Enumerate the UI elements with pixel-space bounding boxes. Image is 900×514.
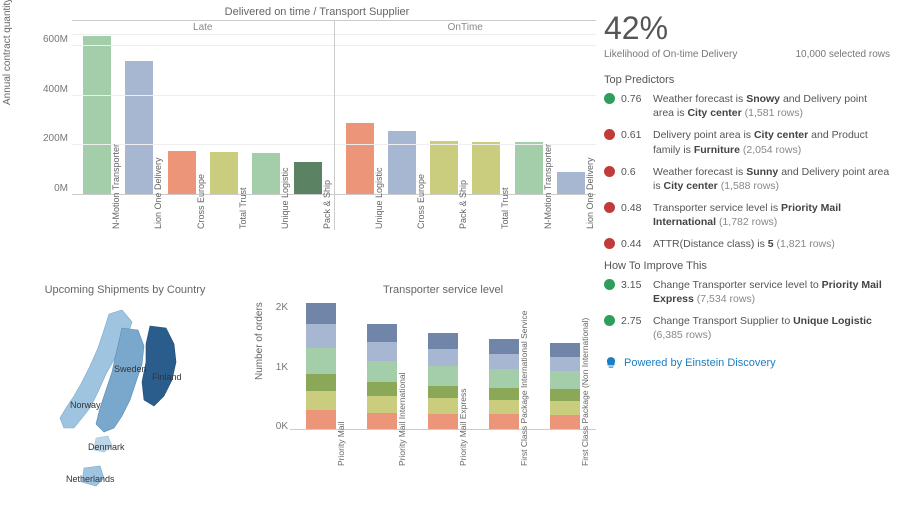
- y-axis-label: Annual contract quantity: [2, 0, 13, 105]
- predictor-row[interactable]: 3.15Change Transporter service level to …: [604, 278, 890, 306]
- improve-heading: How To Improve This: [604, 260, 890, 272]
- predictor-row[interactable]: 0.76Weather forecast is Snowy and Delive…: [604, 92, 890, 120]
- bar[interactable]: [125, 61, 153, 194]
- panel-ontime: OnTimeUnique LogisticCross EuropePack & …: [334, 21, 597, 230]
- einstein-icon: [604, 356, 618, 370]
- map-title: Upcoming Shipments by Country: [4, 284, 246, 296]
- bar[interactable]: [346, 123, 374, 194]
- bar[interactable]: [430, 141, 458, 194]
- prediction-panel: 42% Likelihood of On-time Delivery 10,00…: [600, 0, 900, 514]
- panel-late: LateN-Motion TransporterLion One Deliver…: [72, 21, 334, 230]
- stack-col[interactable]: [489, 339, 519, 430]
- powered-by[interactable]: Powered by Einstein Discovery: [604, 356, 890, 370]
- bar[interactable]: [294, 162, 322, 194]
- bar[interactable]: [252, 153, 280, 194]
- stacked-bar-chart: Transporter service level Number of orde…: [250, 280, 600, 514]
- stack-col[interactable]: [550, 343, 580, 429]
- likelihood-percent: 42%: [604, 10, 890, 47]
- up-icon: [604, 93, 615, 104]
- bar[interactable]: [515, 142, 543, 194]
- stack-col[interactable]: [367, 324, 397, 429]
- label-finland: Finland: [152, 372, 182, 382]
- main-chart-title: Delivered on time / Transport Supplier: [38, 6, 596, 18]
- bar[interactable]: [168, 151, 196, 194]
- predictor-row[interactable]: 0.6Weather forecast is Sunny and Deliver…: [604, 165, 890, 193]
- predictor-row[interactable]: 0.48Transporter service level is Priorit…: [604, 201, 890, 229]
- stack-col[interactable]: [428, 333, 458, 429]
- stack-title: Transporter service level: [290, 284, 596, 296]
- map-panel: Upcoming Shipments by Country Sweden Fin…: [0, 280, 250, 514]
- down-icon: [604, 238, 615, 249]
- bar[interactable]: [210, 152, 238, 194]
- stack-col[interactable]: [306, 303, 336, 430]
- bar[interactable]: [557, 172, 585, 194]
- stack-y-label: Number of orders: [254, 302, 265, 380]
- down-icon: [604, 166, 615, 177]
- down-icon: [604, 202, 615, 213]
- down-icon: [604, 129, 615, 140]
- main-bar-chart: Delivered on time / Transport Supplier A…: [0, 0, 600, 280]
- y-axis-ticks: 600M400M200M0M: [38, 34, 72, 194]
- up-icon: [604, 279, 615, 290]
- country-finland[interactable]: [142, 326, 176, 406]
- predictor-row[interactable]: 2.75Change Transport Supplier to Unique …: [604, 314, 890, 342]
- bar[interactable]: [472, 142, 500, 194]
- label-denmark: Denmark: [88, 442, 125, 452]
- nordic-map: Sweden Finland Norway Denmark Netherland…: [4, 300, 244, 500]
- predictor-row[interactable]: 0.44ATTR(Distance class) is 5 (1,821 row…: [604, 237, 890, 251]
- likelihood-label: Likelihood of On-time Delivery: [604, 49, 737, 60]
- label-norway: Norway: [70, 400, 101, 410]
- predictor-row[interactable]: 0.61Delivery point area is City center a…: [604, 128, 890, 156]
- up-icon: [604, 315, 615, 326]
- label-netherlands: Netherlands: [66, 474, 115, 484]
- top-predictors-heading: Top Predictors: [604, 74, 890, 86]
- selected-rows: 10,000 selected rows: [795, 49, 890, 60]
- bar[interactable]: [388, 131, 416, 194]
- label-sweden: Sweden: [114, 364, 147, 374]
- bar[interactable]: [83, 36, 111, 194]
